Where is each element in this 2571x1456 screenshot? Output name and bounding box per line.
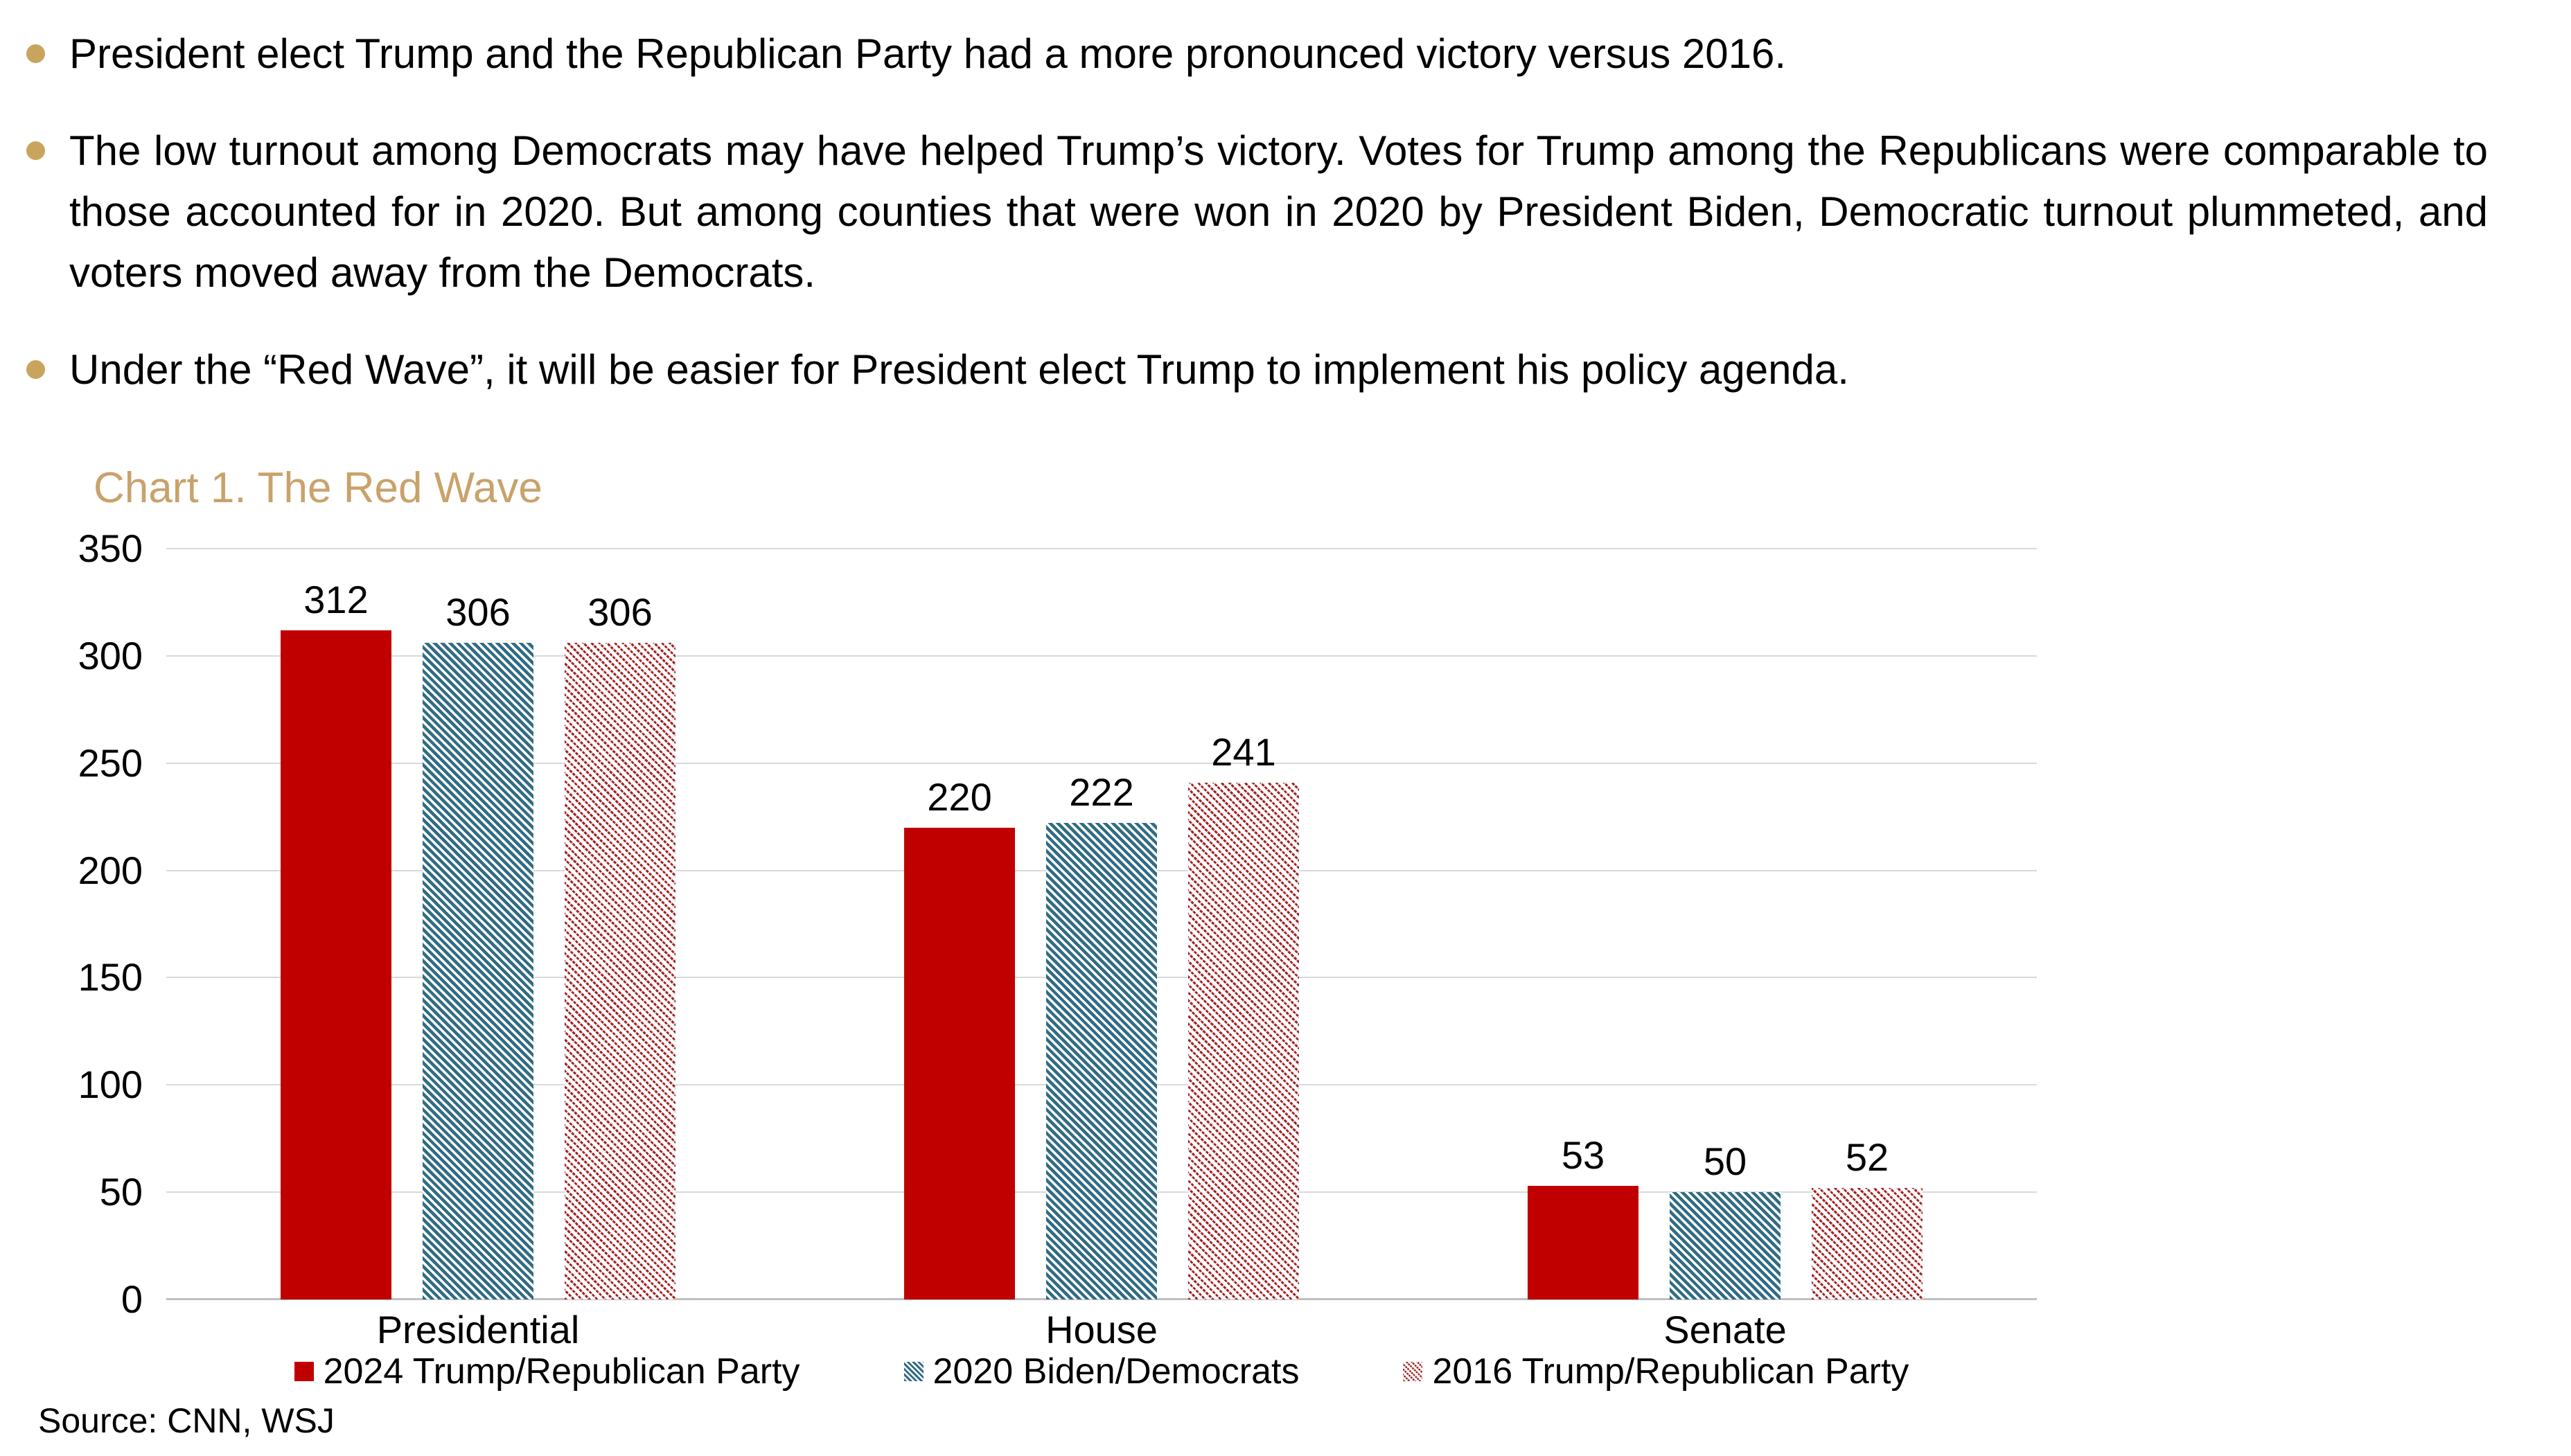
y-axis-tick-label: 100 [78, 1063, 143, 1107]
legend-item: 2024 Trump/Republican Party [294, 1351, 800, 1392]
bullet-text: President elect Trump and the Republican… [69, 30, 1787, 77]
source-note: Source: CNN, WSJ [38, 1401, 335, 1440]
bar [423, 643, 533, 1299]
bar [1046, 823, 1157, 1299]
bar-value-label: 220 [927, 774, 992, 819]
x-axis-labels: Presidential House Senate [166, 1309, 2037, 1351]
bar-cell: 306 [565, 549, 675, 1299]
bullet-list: President elect Trump and the Republican… [0, 0, 2571, 400]
bar [1528, 1185, 1638, 1299]
legend-label: 2016 Trump/Republican Party [1432, 1351, 1909, 1392]
x-axis-label-senate: Senate [1663, 1308, 1787, 1351]
bullet-icon [26, 44, 45, 63]
plot-area: 0 50 100 150 200 250 300 350 312 306 306 220 222 241 5… [78, 528, 2037, 1320]
bullet-item: The low turnout among Democrats may have… [26, 121, 2488, 303]
bar [1812, 1187, 1923, 1299]
bar-group-presidential: 312 306 306 [166, 549, 790, 1299]
bullet-icon [26, 360, 45, 379]
x-axis-label-presidential: Presidential [376, 1308, 580, 1351]
bar-groups: 312 306 306 220 222 241 53 50 52 [166, 549, 2037, 1299]
x-axis-label-house: House [1045, 1308, 1158, 1351]
bar-cell: 306 [423, 549, 533, 1299]
y-axis-tick-label: 50 [99, 1170, 143, 1214]
chart-legend: 2024 Trump/Republican Party 2020 Biden/De… [166, 1351, 2037, 1392]
bullet-text: The low turnout among Democrats may have… [69, 127, 2488, 296]
bar-value-label: 312 [303, 577, 369, 621]
y-axis-tick-label: 0 [121, 1277, 143, 1321]
bar [565, 643, 675, 1299]
bar [281, 630, 391, 1299]
legend-label: 2020 Biden/Democrats [933, 1351, 1300, 1392]
legend-swatch-icon [294, 1362, 314, 1381]
bar-value-label: 306 [445, 590, 511, 634]
bar-cell: 53 [1528, 549, 1638, 1299]
legend-item: 2020 Biden/Democrats [903, 1351, 1300, 1392]
legend-swatch-icon [1403, 1362, 1423, 1381]
y-axis-tick-label: 250 [78, 740, 143, 785]
bullet-text: Under the “Red Wave”, it will be easier … [69, 346, 1849, 393]
bar-value-label: 222 [1069, 770, 1134, 815]
bar-group-house: 220 222 241 [790, 549, 1413, 1299]
y-axis-tick-label: 300 [78, 633, 143, 677]
gridline [166, 762, 2037, 764]
bar [1670, 1192, 1781, 1299]
legend-item: 2016 Trump/Republican Party [1403, 1351, 1909, 1392]
bar-value-label: 50 [1703, 1139, 1747, 1184]
bar-cell: 50 [1670, 549, 1781, 1299]
bar [1188, 782, 1299, 1299]
bar-value-label: 306 [587, 590, 653, 634]
bar-value-label: 241 [1211, 729, 1276, 774]
chart-title: Chart 1. The Red Wave [94, 464, 542, 512]
legend-label: 2024 Trump/Republican Party [323, 1351, 800, 1392]
legend-swatch-icon [903, 1362, 924, 1381]
gridline [166, 655, 2037, 657]
y-axis-tick-label: 350 [78, 526, 143, 570]
bar [904, 827, 1015, 1299]
bar-value-label: 52 [1845, 1135, 1889, 1179]
bar-cell: 220 [904, 549, 1015, 1299]
bar-cell: 52 [1812, 549, 1923, 1299]
bullet-item: President elect Trump and the Republican… [26, 24, 2488, 85]
y-axis-tick-label: 200 [78, 848, 143, 892]
chart-red-wave: Chart 1. The Red Wave 0 50 100 150 200 250 300… [0, 454, 2571, 1423]
bullet-item: Under the “Red Wave”, it will be easier … [26, 339, 2488, 400]
bar-cell: 241 [1188, 549, 1299, 1299]
bar-cell: 222 [1046, 549, 1157, 1299]
gridline [166, 548, 2037, 549]
bar-group-senate: 53 50 52 [1413, 549, 2037, 1299]
bullet-icon [26, 141, 45, 160]
bar-value-label: 53 [1561, 1133, 1605, 1177]
bar-cell: 312 [281, 549, 391, 1299]
y-axis-tick-label: 150 [78, 955, 143, 1000]
